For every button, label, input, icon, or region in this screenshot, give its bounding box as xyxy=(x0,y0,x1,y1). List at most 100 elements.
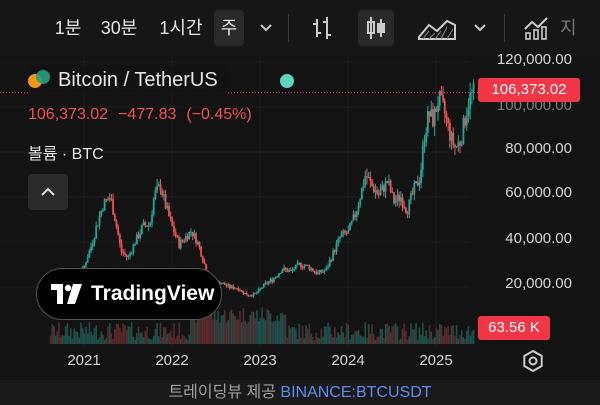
interval-30m-button[interactable]: 30분 xyxy=(100,18,138,38)
volume-bar xyxy=(455,325,458,344)
candle-body xyxy=(168,206,170,216)
candle-body xyxy=(223,282,226,285)
volume-bar xyxy=(450,326,453,344)
candle-body xyxy=(146,225,148,227)
volume-bar xyxy=(345,323,348,344)
volume-bar xyxy=(269,313,272,344)
volume-bar xyxy=(90,331,92,344)
candle-body xyxy=(437,105,439,112)
time-axis[interactable]: 2021 2022 2023 2024 2025 xyxy=(0,346,600,380)
volume-bar xyxy=(244,320,246,344)
candle-body xyxy=(176,236,179,238)
candle-body xyxy=(88,250,91,258)
interval-week-button[interactable]: 주 xyxy=(214,10,244,46)
time-axis-label: 2023 xyxy=(243,352,277,369)
candle-body xyxy=(340,233,343,238)
symbol-source-link[interactable]: BINANCE:BTCUSDT xyxy=(280,384,432,401)
volume-legend[interactable]: 볼륨 · BTC xyxy=(28,146,104,163)
volume-bar xyxy=(467,326,470,344)
interval-dropdown-chevron-icon[interactable] xyxy=(248,10,284,46)
candle-body xyxy=(83,265,86,269)
volume-bar xyxy=(447,326,449,344)
candle-body xyxy=(161,190,164,196)
candle-body xyxy=(112,199,115,215)
candle-body xyxy=(327,266,329,268)
candle-body xyxy=(354,214,357,217)
volume-bar xyxy=(156,322,158,344)
indicators-label-partial[interactable]: 지 xyxy=(560,18,577,38)
volume-bar xyxy=(61,334,64,344)
candle-body xyxy=(420,169,423,183)
volume-bar xyxy=(428,325,431,344)
volume-bar xyxy=(125,330,128,344)
candle-body xyxy=(174,232,177,237)
chart-settings-button[interactable] xyxy=(520,348,546,374)
volume-bar xyxy=(59,336,62,344)
candle-body xyxy=(183,240,186,242)
volume-bar xyxy=(415,323,417,344)
volume-bar xyxy=(313,339,316,344)
volume-bar xyxy=(122,323,125,344)
candle-body xyxy=(345,232,348,234)
volume-bar xyxy=(464,338,466,344)
volume-bar xyxy=(134,339,136,344)
candle-body xyxy=(467,108,470,117)
volume-bar xyxy=(105,338,108,344)
volume-bar xyxy=(130,322,133,344)
candle-body xyxy=(222,282,225,284)
candle-body xyxy=(234,288,236,290)
interval-1h-button[interactable]: 1시간 xyxy=(159,18,203,38)
candle-body xyxy=(130,252,133,254)
candle-body xyxy=(283,267,285,271)
volume-bar xyxy=(225,322,228,344)
attribution-footer: 트레이딩뷰 제공 BINANCE:BTCUSDT xyxy=(0,380,600,405)
volume-bar xyxy=(93,327,96,344)
candle-body xyxy=(239,290,241,292)
volume-bar xyxy=(356,331,358,344)
volume-bar xyxy=(472,329,475,344)
candle-body xyxy=(244,293,247,295)
candle-body xyxy=(472,83,475,92)
candles-chart-type-icon[interactable] xyxy=(358,10,394,46)
candle-body xyxy=(235,288,238,290)
volume-bar xyxy=(328,326,331,344)
volume-bar xyxy=(230,309,233,344)
area-chart-type-icon[interactable] xyxy=(412,10,462,46)
candle-body xyxy=(371,180,373,186)
volume-bar xyxy=(367,324,370,344)
toolbar-divider xyxy=(504,14,505,42)
volume-bar xyxy=(315,332,317,344)
volume-bar xyxy=(144,330,147,344)
market-status-icon[interactable] xyxy=(280,74,294,88)
chart-toolbar: 1분 30분 1시간 주 지 xyxy=(0,0,600,56)
volume-bar xyxy=(139,332,141,344)
price-scale-label: 80,000.00 xyxy=(505,140,572,157)
candle-body xyxy=(469,92,472,109)
volume-bar xyxy=(85,326,87,344)
symbol-legend[interactable]: Bitcoin / TetherUS xyxy=(28,66,228,94)
bar-chart-type-icon[interactable] xyxy=(304,10,340,46)
candle-body xyxy=(462,117,465,144)
candle-body xyxy=(191,231,194,237)
candle-body xyxy=(447,118,450,124)
candle-body xyxy=(142,222,145,226)
tradingview-logo[interactable]: TradingView xyxy=(36,268,222,320)
indicators-icon[interactable] xyxy=(518,10,554,46)
volume-bar xyxy=(318,338,321,344)
volume-bar xyxy=(237,319,240,344)
volume-bar xyxy=(54,335,57,344)
candle-body xyxy=(266,282,269,284)
last-price: 106,373.02 xyxy=(28,106,109,123)
volume-bar xyxy=(325,326,328,344)
collapse-legend-button[interactable] xyxy=(28,174,68,210)
volume-bar xyxy=(203,317,206,344)
candle-body xyxy=(279,272,282,274)
candle-body xyxy=(96,225,99,227)
volume-bar xyxy=(132,336,135,344)
volume-bar xyxy=(425,330,427,344)
candle-body xyxy=(124,253,126,255)
candle-body xyxy=(315,271,318,275)
chart-type-dropdown-chevron-icon[interactable] xyxy=(462,10,498,46)
volume-bar xyxy=(169,330,172,344)
interval-1m-button[interactable]: 1분 xyxy=(54,18,82,38)
